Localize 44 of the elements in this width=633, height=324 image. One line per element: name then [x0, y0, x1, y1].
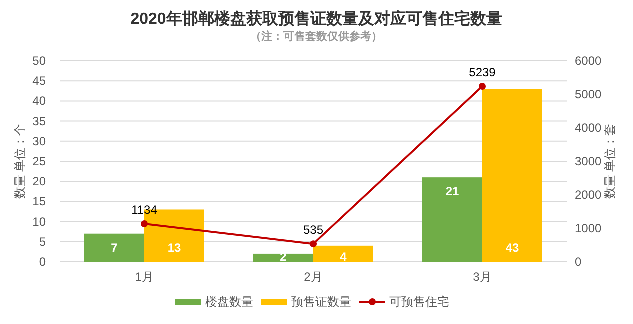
y-axis-title: 数量 单位：个	[13, 124, 27, 200]
y-tick-label: 35	[32, 114, 46, 128]
point	[141, 220, 148, 228]
y2-axis-title: 数量 单位：套	[603, 124, 617, 200]
x-tick-label: 1月	[135, 270, 154, 284]
y2-tick-label: 4000	[575, 121, 602, 135]
bar	[254, 254, 314, 262]
point	[310, 240, 317, 248]
y-tick-label: 50	[32, 54, 46, 68]
data-label: 1134	[132, 203, 158, 218]
y-tick-label: 20	[32, 174, 46, 189]
x-tick-label: 2月	[304, 270, 323, 284]
y-tick-label: 15	[32, 194, 46, 209]
bar	[314, 246, 374, 262]
x-tick-label: 3月	[473, 270, 492, 284]
data-label: 535	[303, 223, 324, 238]
y2-tick-label: 6000	[575, 54, 602, 68]
y-tick-label: 5	[39, 234, 46, 249]
y2-tick-label: 5000	[575, 88, 602, 102]
y2-tick-label: 0	[575, 255, 582, 269]
bar	[482, 89, 542, 262]
bar	[84, 234, 144, 262]
legend-label: 可预售住宅	[390, 295, 450, 309]
point	[479, 82, 486, 90]
y-tick-label: 45	[32, 74, 46, 88]
y-tick-label: 25	[32, 154, 46, 168]
data-label: 43	[506, 241, 520, 255]
y-tick-label: 0	[39, 255, 46, 269]
y-tick-label: 10	[32, 214, 46, 229]
y2-tick-label: 2000	[575, 188, 602, 202]
legend-label: 预售证数量	[292, 295, 352, 309]
y2-tick-label: 1000	[575, 222, 602, 236]
data-label: 7	[111, 240, 118, 255]
chart-subtitle: （注：可售套数仅供参考）	[250, 30, 382, 43]
legend-label: 楼盘数量	[206, 295, 254, 309]
data-label: 13	[168, 241, 182, 255]
y-tick-label: 40	[32, 94, 46, 108]
bar	[422, 178, 482, 262]
y2-tick-label: 3000	[575, 154, 602, 168]
chart-title: 2020年邯郸楼盘获取预售证数量及对应可售住宅数量	[130, 9, 502, 28]
data-label: 5239	[469, 65, 496, 80]
data-label: 21	[446, 184, 460, 199]
data-label: 4	[340, 250, 348, 264]
y-tick-label: 30	[32, 134, 46, 148]
